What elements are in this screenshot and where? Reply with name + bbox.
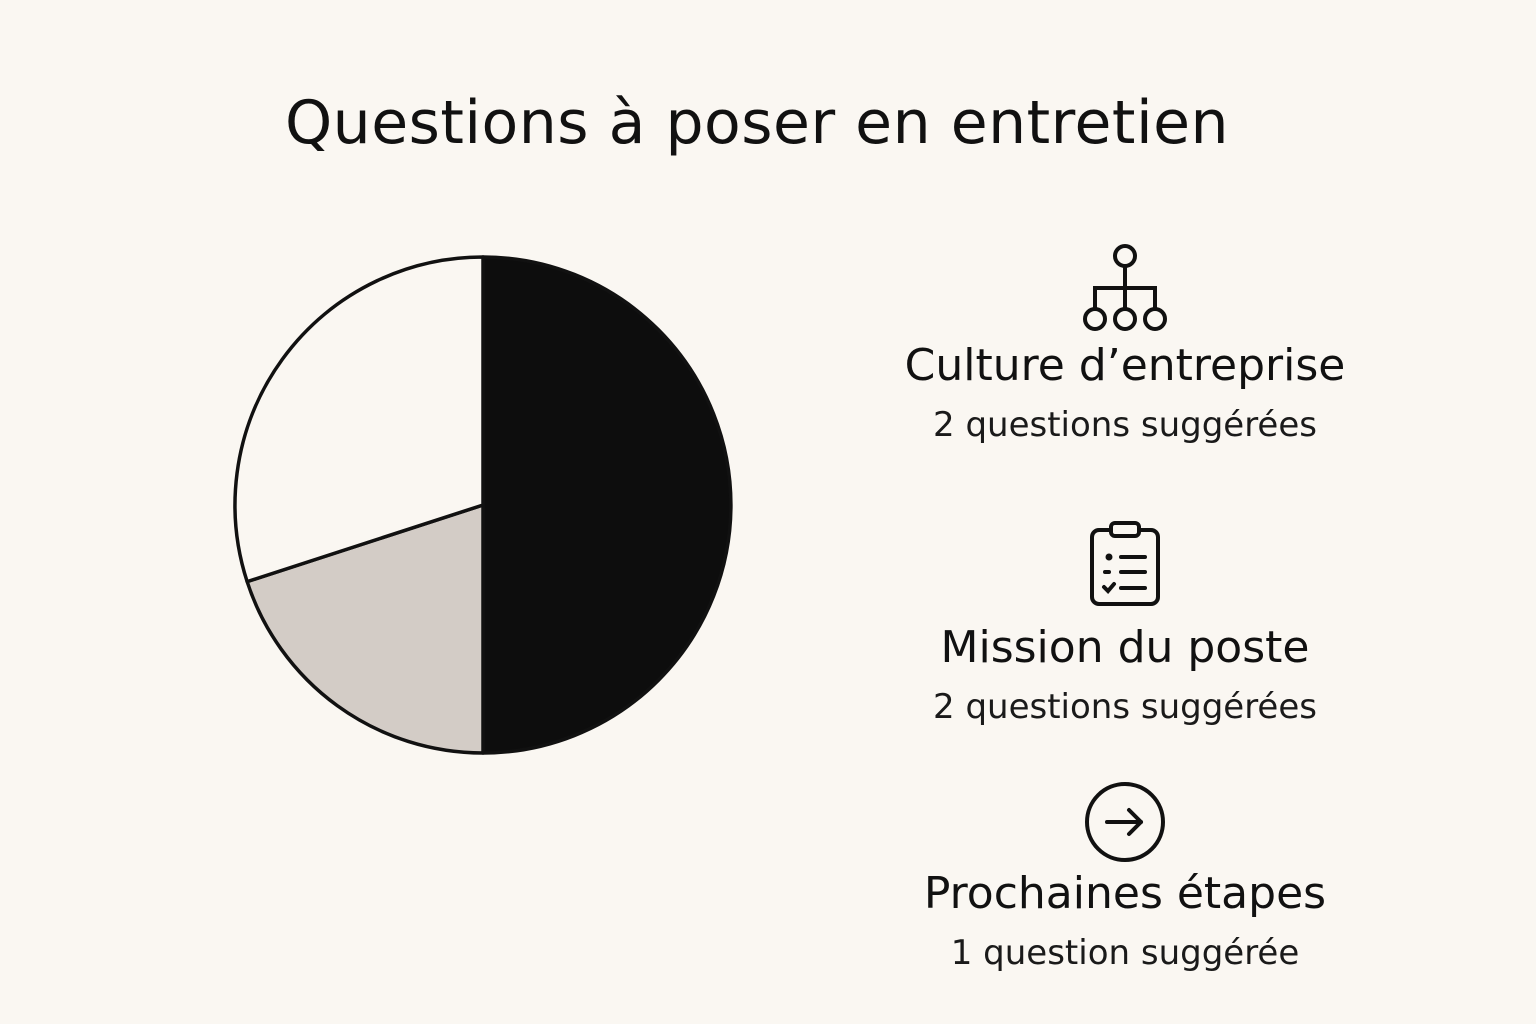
- legend-name: Culture d’entreprise: [904, 340, 1346, 391]
- legend-count: 2 questions suggérées: [933, 687, 1317, 727]
- legend-count: 1 question suggérée: [950, 933, 1300, 973]
- org-chart-icon: [1083, 244, 1167, 331]
- legend-name: Mission du poste: [940, 622, 1310, 673]
- legend-item-culture: Culture d’entreprise 2 questions suggéré…: [860, 244, 1390, 445]
- pie-chart: [233, 255, 733, 755]
- clipboard-checklist-icon: [1090, 521, 1160, 606]
- legend-count: 2 questions suggérées: [933, 405, 1317, 445]
- legend-item-etapes: Prochaines étapes 1 question suggérée: [860, 780, 1390, 973]
- pie-slice-0: [481, 255, 733, 755]
- pie-slice-1: [245, 503, 485, 755]
- arrow-right-circle-icon: [1085, 782, 1165, 862]
- pie-slice-2: [233, 255, 485, 584]
- legend-item-mission: Mission du poste 2 questions suggérées: [860, 520, 1390, 727]
- legend-name: Prochaines étapes: [923, 868, 1327, 919]
- chart-title: Questions à poser en entretien: [284, 88, 1230, 158]
